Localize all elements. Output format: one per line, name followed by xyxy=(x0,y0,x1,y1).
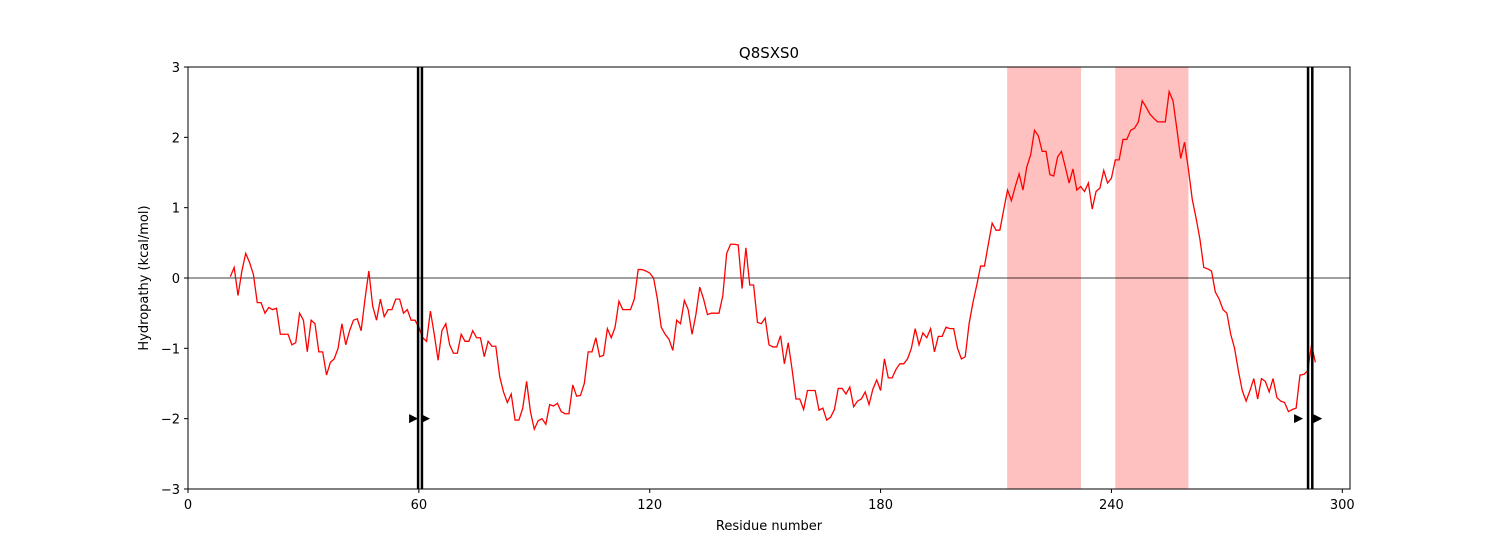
x-tick-label: 240 xyxy=(1099,498,1124,513)
hydropathy-line xyxy=(229,89,1317,432)
y-tick-label: −3 xyxy=(161,483,180,498)
marker xyxy=(421,414,431,424)
y-tick-label: 2 xyxy=(172,131,180,146)
x-tick-label: 0 xyxy=(184,498,192,513)
y-tick-label: 3 xyxy=(172,61,180,76)
x-tick-label: 300 xyxy=(1330,498,1355,513)
y-tick-label: −1 xyxy=(161,342,180,357)
chart-title: Q8SXS0 xyxy=(739,44,799,62)
x-tick-label: 120 xyxy=(637,498,662,513)
y-tick-label: 1 xyxy=(172,202,180,217)
y-tick-label: 0 xyxy=(172,272,180,287)
marker xyxy=(1294,414,1304,424)
marker xyxy=(1313,414,1323,424)
x-tick-label: 180 xyxy=(868,498,893,513)
x-axis-label: Residue number xyxy=(716,519,823,534)
y-tick-label: −2 xyxy=(161,413,180,428)
y-axis-label: Hydropathy (kcal/mol) xyxy=(137,205,152,350)
marker xyxy=(409,414,419,424)
plot-frame xyxy=(187,66,1351,490)
x-tick-label: 60 xyxy=(411,498,428,513)
